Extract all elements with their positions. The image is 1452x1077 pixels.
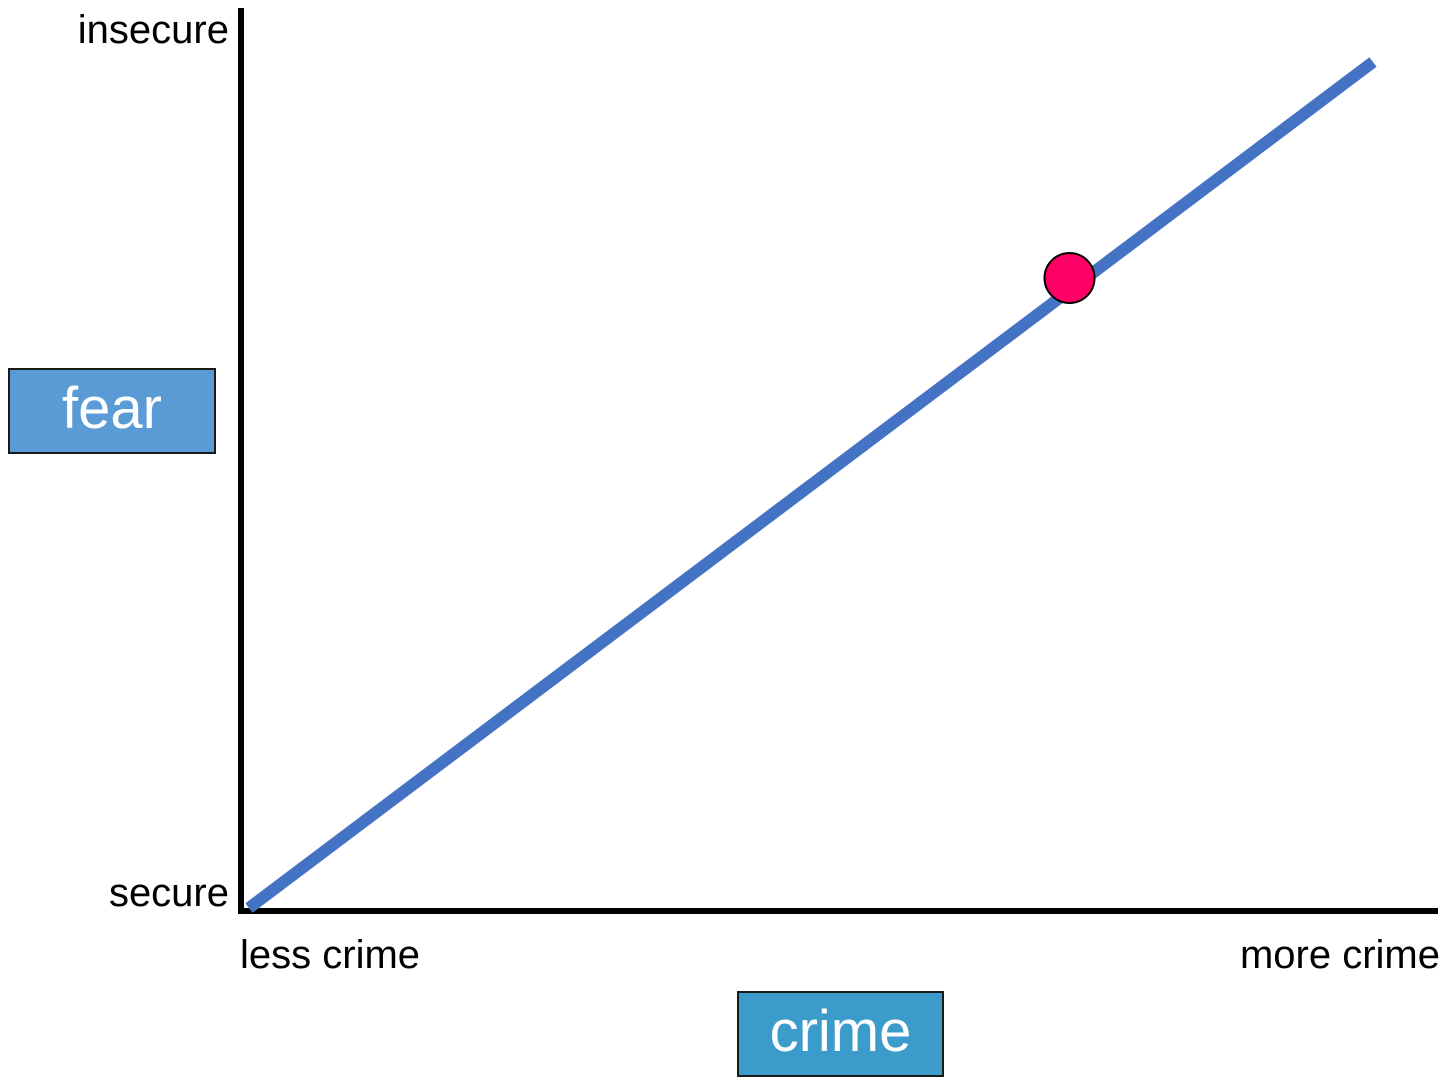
highlight-point [1043,252,1096,304]
y-axis-label-box: fear [8,368,216,454]
y-axis-label: fear [62,376,162,441]
x-tick-label-more-crime: more crime [1240,933,1440,977]
y-tick-label-secure: secure [109,871,229,915]
x-tick-label-less-crime: less crime [240,933,420,977]
series-layer [245,57,1377,913]
x-axis-label-box: crime [737,991,944,1077]
y-tick-label-insecure: insecure [78,8,229,52]
x-axis-label: crime [769,999,912,1064]
series-line-0 [245,57,1377,913]
